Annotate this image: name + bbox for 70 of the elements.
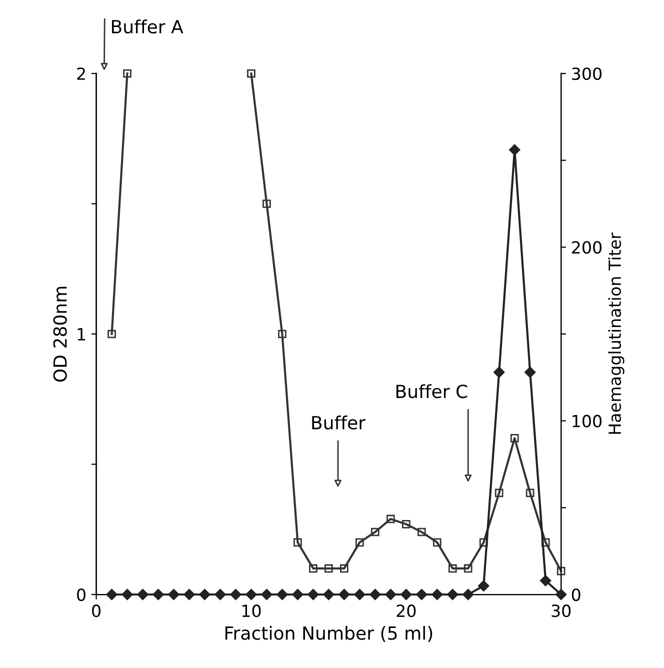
point <box>479 538 488 547</box>
point <box>555 588 567 600</box>
point <box>416 588 428 600</box>
annotation: Buffer C <box>396 384 468 398</box>
point <box>526 488 534 498</box>
x-tick-label: 30 <box>552 604 571 618</box>
point <box>448 564 457 573</box>
point <box>214 588 226 600</box>
y-tick-label: 1 <box>78 328 86 340</box>
point <box>370 588 381 600</box>
x-tick-label: 20 <box>396 604 416 618</box>
y-tick-label: 2 <box>77 67 85 80</box>
point <box>541 538 550 547</box>
point <box>370 528 380 536</box>
x-tick-label: 10 <box>242 604 261 618</box>
point <box>123 69 132 78</box>
text: Buffer A <box>112 20 184 34</box>
point <box>508 144 520 156</box>
y2-tick-label: 300 <box>572 67 602 80</box>
annotation: Buffer <box>312 416 366 430</box>
point <box>464 564 472 573</box>
point <box>385 588 396 600</box>
y2-axis-title: Haemagglutination Titer <box>608 232 624 434</box>
point <box>462 588 474 600</box>
point <box>108 330 116 338</box>
point <box>247 69 256 78</box>
point <box>276 588 288 600</box>
point <box>524 366 536 378</box>
point <box>402 520 410 528</box>
point <box>137 588 148 600</box>
y-axis-title: OD 280nm <box>53 286 67 382</box>
point <box>278 330 286 338</box>
point <box>122 588 133 600</box>
y-tick-label: 0 <box>77 588 86 602</box>
point <box>309 564 318 573</box>
point <box>152 588 164 600</box>
y2-tick-label: 0 <box>572 588 580 602</box>
point <box>199 588 210 600</box>
point <box>246 588 257 600</box>
point <box>356 538 364 547</box>
x-tick-label: 0 <box>92 604 100 618</box>
x-axis-title: Fraction Number (5 ml) <box>225 626 432 642</box>
point <box>432 538 442 547</box>
point <box>324 564 333 573</box>
y2-tick-label: 100 <box>572 414 602 428</box>
point <box>386 514 395 524</box>
point <box>323 588 334 600</box>
point <box>432 588 443 600</box>
point <box>292 588 304 600</box>
point <box>338 588 350 600</box>
point <box>230 588 242 600</box>
point <box>294 538 302 547</box>
point <box>417 528 426 536</box>
point <box>340 564 348 573</box>
point <box>494 366 505 378</box>
point <box>540 575 552 586</box>
point <box>262 200 271 208</box>
point <box>447 588 458 600</box>
point <box>308 588 319 600</box>
point <box>510 434 519 442</box>
point <box>494 488 504 498</box>
point <box>261 588 272 600</box>
point <box>106 588 118 600</box>
point <box>400 588 412 600</box>
point <box>556 566 566 576</box>
point <box>184 588 195 600</box>
point <box>354 588 366 600</box>
y2-tick-label: 200 <box>572 241 602 254</box>
point <box>478 580 490 592</box>
point <box>168 588 180 600</box>
